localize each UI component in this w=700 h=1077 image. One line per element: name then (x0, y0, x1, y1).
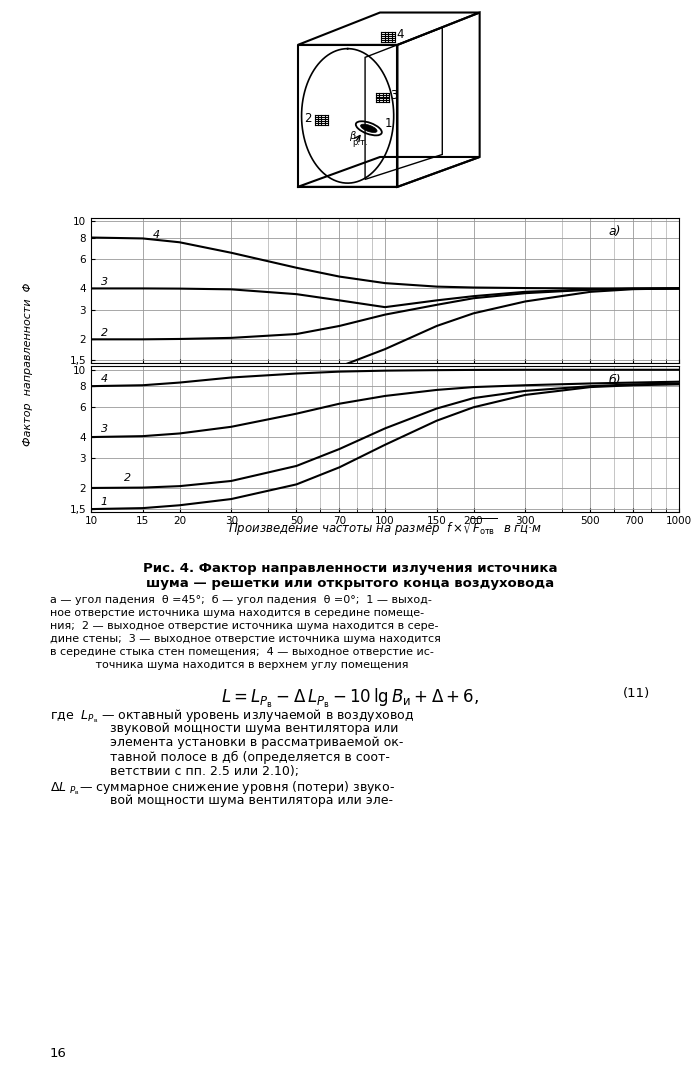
Text: Фактор  направленности  Φ: Фактор направленности Φ (23, 283, 33, 446)
Text: $L = L_{P_\mathrm{в}} - \Delta\, L_{P_\mathrm{в}} - 10\,\mathrm{lg}\,B_\mathrm{и: $L = L_{P_\mathrm{в}} - \Delta\, L_{P_\m… (221, 687, 479, 711)
Text: элемента установки в рассматриваемой ок-: элемента установки в рассматриваемой ок- (110, 737, 403, 750)
Text: β: β (349, 131, 355, 141)
Text: 3: 3 (390, 89, 398, 102)
Text: точника шума находится в верхнем углу помещения: точника шума находится в верхнем углу по… (50, 660, 409, 670)
Text: Рис. 4. Фактор направленности излучения источника: Рис. 4. Фактор направленности излучения … (143, 562, 557, 575)
Text: вой мощности шума вентилятора или эле-: вой мощности шума вентилятора или эле- (110, 794, 393, 808)
Text: $\Delta L$ $_{P_\mathrm{в}}$— суммарное снижение уровня (потери) звуко-: $\Delta L$ $_{P_\mathrm{в}}$— суммарное … (50, 780, 395, 797)
Text: 2: 2 (124, 473, 131, 482)
Text: дине стены;  3 — выходное отверстие источника шума находится: дине стены; 3 — выходное отверстие источ… (50, 634, 441, 644)
Text: 4: 4 (101, 374, 108, 383)
Text: ния;  2 — выходное отверстие источника шума находится в сере-: ния; 2 — выходное отверстие источника шу… (50, 621, 438, 631)
Text: (11): (11) (623, 687, 650, 700)
Text: 4: 4 (153, 229, 160, 240)
Text: 2: 2 (304, 112, 312, 125)
Text: 1: 1 (101, 379, 108, 389)
Text: Произведение частоты на размер  $f \times\!\sqrt{F_{\text{отв}}}$  в гц·м: Произведение частоты на размер $f \times… (228, 517, 542, 538)
Text: 3: 3 (101, 277, 108, 286)
Text: 2: 2 (101, 327, 108, 338)
Text: шума — решетки или открытого конца воздуховода: шума — решетки или открытого конца возду… (146, 577, 554, 590)
Text: звуковой мощности шума вентилятора или: звуковой мощности шума вентилятора или (110, 722, 398, 735)
Text: где  $L_{P_\mathrm{в}}$ — октавный уровень излучаемой в воздуховод: где $L_{P_\mathrm{в}}$ — октавный уровен… (50, 708, 414, 725)
Text: 4: 4 (396, 28, 404, 41)
Text: 3: 3 (101, 423, 108, 434)
Text: б): б) (608, 374, 621, 387)
Text: a — угол падения  θ =45°;  б — угол падения  θ =0°;  1 — выход-: a — угол падения θ =45°; б — угол падени… (50, 596, 432, 605)
Text: в середине стыка стен помещения;  4 — выходное отверстие ис-: в середине стыка стен помещения; 4 — вых… (50, 647, 434, 657)
Text: а): а) (608, 225, 621, 238)
Text: тавной полосе в дб (определяется в соот-: тавной полосе в дб (определяется в соот- (110, 751, 390, 764)
Text: р.т.: р.т. (353, 138, 368, 146)
Text: ветствии с пп. 2.5 или 2.10);: ветствии с пп. 2.5 или 2.10); (110, 766, 299, 779)
Ellipse shape (360, 124, 377, 132)
Text: 1: 1 (385, 116, 393, 130)
Text: 1: 1 (101, 496, 108, 506)
Text: 16: 16 (50, 1048, 67, 1061)
Text: ное отверстие источника шума находится в середине помеще-: ное отверстие источника шума находится в… (50, 609, 424, 618)
